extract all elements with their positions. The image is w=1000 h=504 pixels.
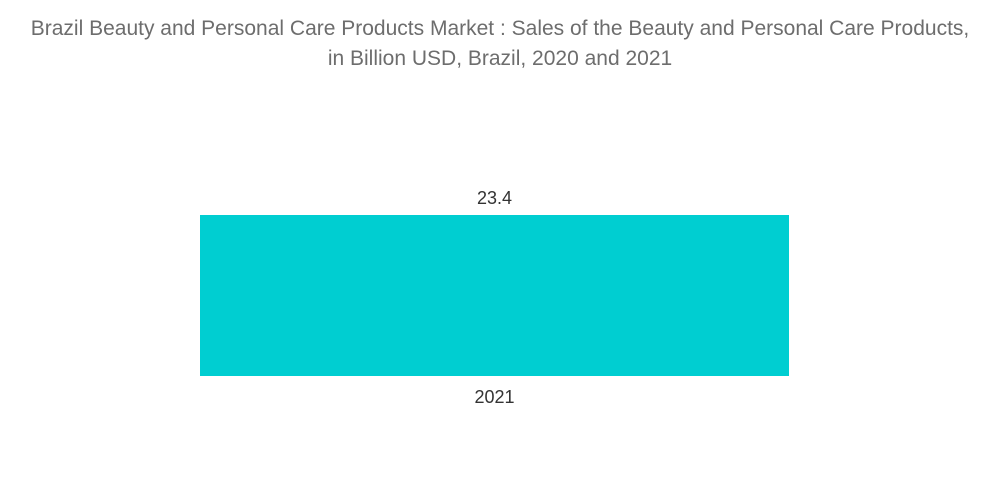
bar-2021 — [200, 215, 789, 376]
x-tick-label-2021: 2021 — [474, 387, 514, 407]
value-label-2021: 23.4 — [477, 188, 512, 208]
chart-title: Brazil Beauty and Personal Care Products… — [30, 17, 970, 70]
labels-group: 23.4 2021 — [474, 188, 514, 407]
bars-group — [200, 215, 789, 376]
